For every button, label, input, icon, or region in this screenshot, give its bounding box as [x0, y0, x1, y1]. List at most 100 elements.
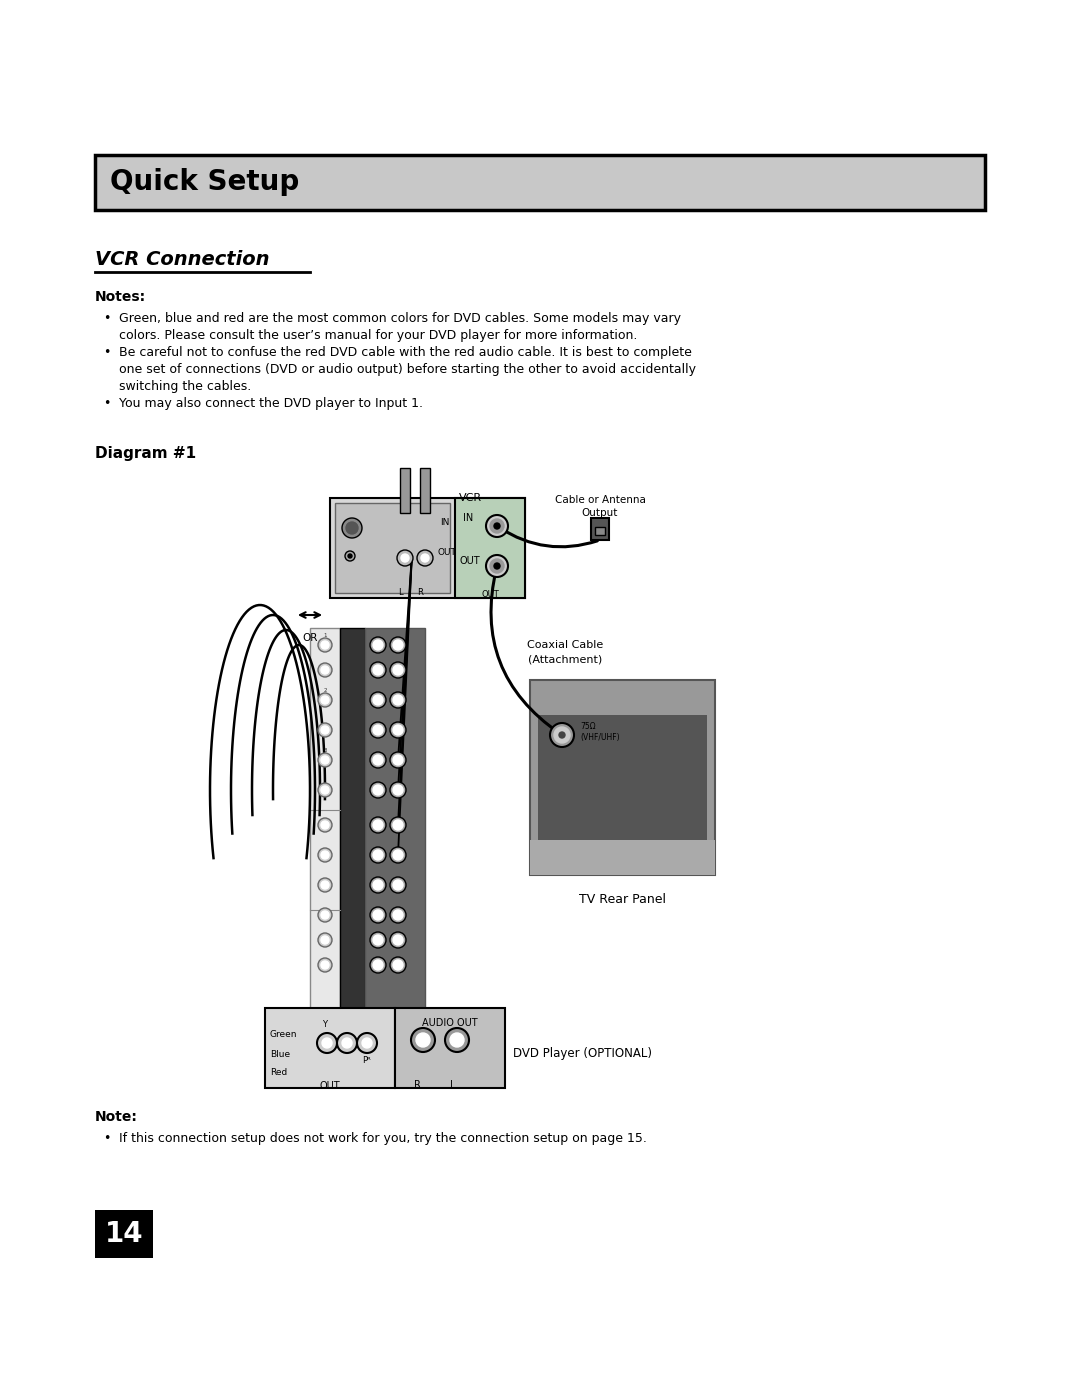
Circle shape	[318, 958, 332, 972]
Circle shape	[346, 522, 357, 534]
Circle shape	[370, 692, 386, 708]
Circle shape	[318, 782, 332, 798]
Text: AUDIO OUT: AUDIO OUT	[422, 1018, 477, 1028]
Circle shape	[390, 662, 406, 678]
Text: OUT: OUT	[460, 556, 481, 566]
Circle shape	[318, 877, 332, 893]
Text: one set of connections (DVD or audio output) before starting the other to avoid : one set of connections (DVD or audio out…	[119, 363, 696, 376]
Circle shape	[393, 694, 403, 705]
Text: You may also connect the DVD player to Input 1.: You may also connect the DVD player to I…	[119, 397, 423, 409]
Bar	[335, 503, 450, 592]
Circle shape	[490, 520, 504, 534]
Text: R: R	[414, 1080, 420, 1090]
Circle shape	[318, 848, 332, 862]
Circle shape	[393, 880, 403, 890]
Circle shape	[321, 726, 329, 733]
Circle shape	[370, 907, 386, 923]
Circle shape	[321, 911, 329, 919]
Circle shape	[370, 957, 386, 972]
Bar	[95, 155, 985, 210]
Circle shape	[321, 787, 329, 793]
Text: R: R	[417, 588, 423, 597]
Circle shape	[390, 877, 406, 893]
Text: •: •	[103, 312, 110, 326]
Circle shape	[390, 722, 406, 738]
Circle shape	[370, 752, 386, 768]
Text: 75Ω
(VHF/UHF): 75Ω (VHF/UHF)	[580, 722, 620, 742]
Text: (Attachment): (Attachment)	[528, 655, 603, 665]
Text: OR: OR	[302, 633, 318, 643]
Circle shape	[373, 754, 383, 766]
Text: switching the cables.: switching the cables.	[119, 380, 252, 393]
Text: Be careful not to confuse the red DVD cable with the red audio cable. It is best: Be careful not to confuse the red DVD ca…	[119, 346, 692, 359]
Circle shape	[318, 908, 332, 922]
Circle shape	[342, 1038, 352, 1048]
Circle shape	[494, 563, 500, 569]
Text: •: •	[103, 346, 110, 359]
Text: colors. Please consult the user’s manual for your DVD player for more informatio: colors. Please consult the user’s manual…	[119, 330, 637, 342]
Circle shape	[373, 694, 383, 705]
Bar	[530, 840, 715, 875]
Circle shape	[393, 849, 403, 861]
Circle shape	[373, 849, 383, 861]
Circle shape	[445, 1028, 469, 1052]
Bar	[420, 468, 430, 513]
Text: VCR: VCR	[459, 493, 482, 503]
Text: VCR Connection: VCR Connection	[95, 250, 270, 270]
Circle shape	[373, 640, 383, 650]
Circle shape	[393, 960, 403, 970]
Circle shape	[321, 696, 329, 704]
Circle shape	[393, 909, 403, 921]
Circle shape	[494, 522, 500, 529]
Circle shape	[318, 664, 332, 678]
Circle shape	[321, 882, 329, 888]
Circle shape	[370, 782, 386, 798]
Circle shape	[321, 821, 329, 828]
Circle shape	[373, 960, 383, 970]
Circle shape	[318, 753, 332, 767]
Text: OUT: OUT	[438, 548, 457, 557]
Circle shape	[321, 756, 329, 764]
Text: OUT: OUT	[320, 1081, 340, 1091]
Text: TV Rear Panel: TV Rear Panel	[579, 893, 666, 907]
Text: Green: Green	[270, 1030, 297, 1039]
Circle shape	[554, 726, 570, 743]
Circle shape	[321, 666, 329, 673]
Text: If this connection setup does not work for you, try the connection setup on page: If this connection setup does not work f…	[119, 1132, 647, 1146]
Circle shape	[450, 1032, 464, 1046]
Text: Diagram #1: Diagram #1	[95, 446, 197, 461]
Circle shape	[373, 820, 383, 830]
Circle shape	[321, 961, 329, 970]
Bar	[455, 497, 525, 598]
Circle shape	[390, 932, 406, 949]
Text: 3: 3	[323, 747, 327, 753]
Circle shape	[348, 555, 352, 557]
Text: Red: Red	[270, 1067, 287, 1077]
Bar	[395, 1009, 505, 1088]
Circle shape	[370, 877, 386, 893]
Circle shape	[318, 638, 332, 652]
Text: 1: 1	[323, 633, 327, 638]
Circle shape	[337, 1032, 357, 1053]
Circle shape	[490, 559, 504, 573]
Circle shape	[393, 665, 403, 675]
Circle shape	[321, 641, 329, 650]
Text: IN: IN	[440, 518, 449, 527]
Circle shape	[318, 693, 332, 707]
Text: L: L	[450, 1080, 456, 1090]
Text: 14: 14	[105, 1220, 144, 1248]
Circle shape	[370, 847, 386, 863]
Circle shape	[370, 722, 386, 738]
Circle shape	[373, 909, 383, 921]
Circle shape	[401, 555, 409, 562]
Text: Pᴿ: Pᴿ	[362, 1056, 370, 1065]
Circle shape	[550, 724, 573, 747]
Circle shape	[390, 692, 406, 708]
Text: Y: Y	[323, 1020, 327, 1030]
Circle shape	[390, 957, 406, 972]
Bar	[95, 1210, 153, 1259]
Circle shape	[393, 640, 403, 650]
Bar	[330, 497, 525, 598]
Circle shape	[373, 665, 383, 675]
Circle shape	[357, 1032, 377, 1053]
